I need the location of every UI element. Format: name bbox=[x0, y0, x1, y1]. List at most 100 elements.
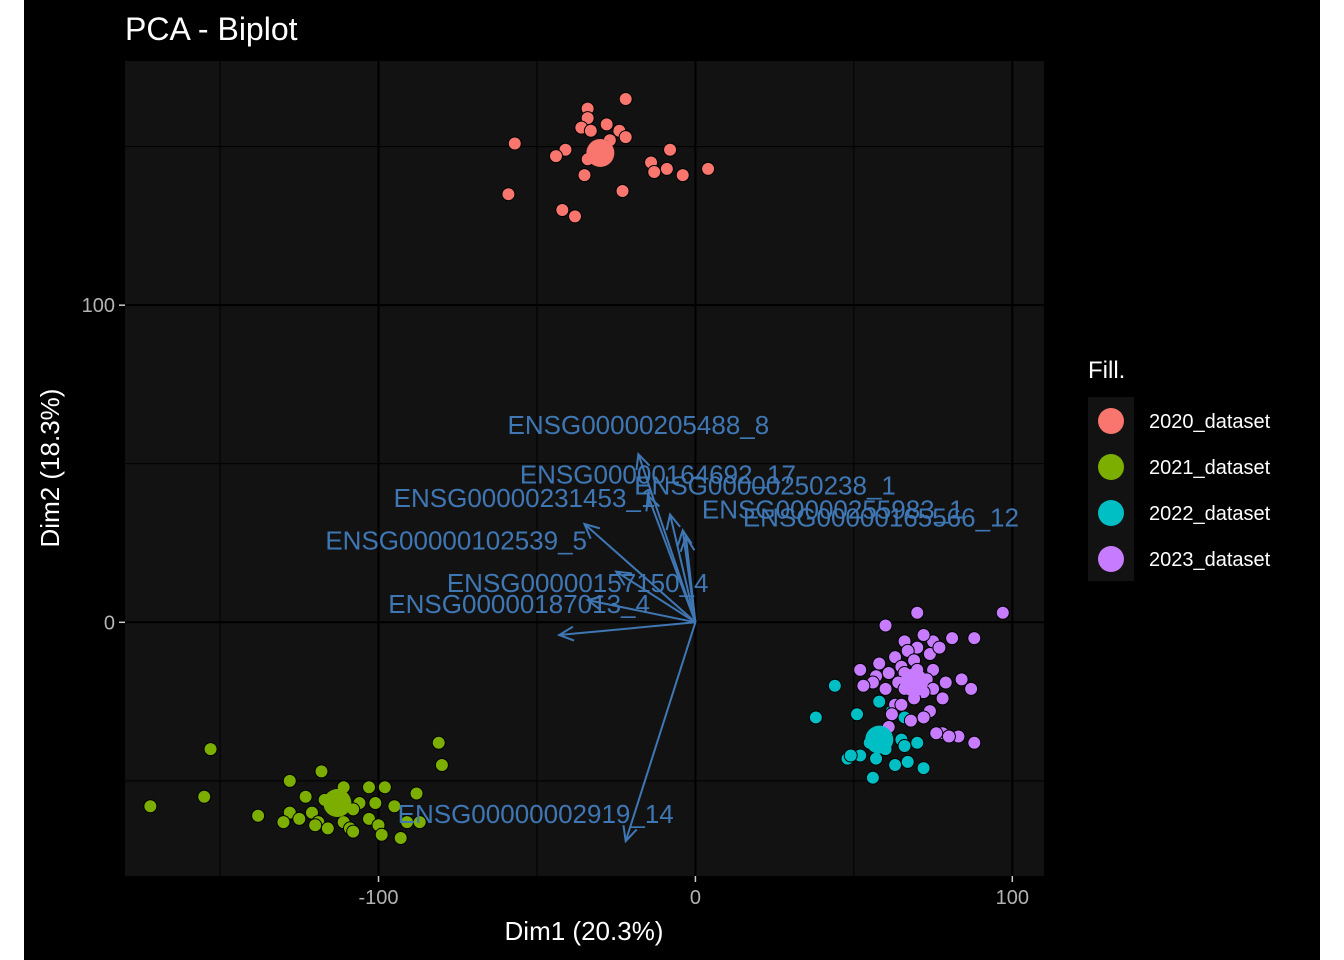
data-point bbox=[507, 136, 522, 151]
data-point bbox=[567, 209, 582, 224]
variable-arrow-shaft bbox=[559, 621, 696, 636]
legend-key bbox=[1098, 546, 1124, 572]
data-point bbox=[916, 627, 931, 642]
variable-label: ENSG00000205488_8 bbox=[508, 410, 770, 440]
data-point bbox=[501, 187, 516, 202]
data-point bbox=[843, 748, 858, 763]
data-point bbox=[276, 815, 291, 830]
legend-key bbox=[1098, 500, 1124, 526]
data-point bbox=[197, 789, 212, 804]
data-point bbox=[434, 758, 449, 773]
data-point bbox=[374, 827, 389, 842]
variable-arrow-head bbox=[665, 512, 681, 531]
variable-arrow-head bbox=[614, 570, 633, 586]
legend-label: 2021_dataset bbox=[1149, 457, 1271, 479]
data-point bbox=[865, 770, 880, 785]
data-point bbox=[292, 811, 307, 826]
data-point bbox=[964, 681, 979, 696]
right-margin-strip bbox=[1320, 0, 1344, 960]
data-point bbox=[362, 780, 377, 795]
gridlines bbox=[125, 61, 1044, 876]
legend-key bbox=[1098, 408, 1124, 434]
data-point bbox=[599, 117, 614, 132]
data-point bbox=[393, 830, 408, 845]
data-point bbox=[954, 672, 969, 687]
data-point bbox=[916, 710, 931, 725]
data-point bbox=[548, 149, 563, 164]
data-point bbox=[945, 631, 960, 646]
data-point bbox=[555, 203, 570, 218]
x-tick-label: -100 bbox=[359, 887, 399, 909]
variable-arrow-head bbox=[645, 493, 661, 512]
data-point bbox=[577, 168, 592, 183]
legend-label: 2023_dataset bbox=[1149, 549, 1271, 571]
x-tick-label: 0 bbox=[690, 887, 701, 909]
y-axis-title: Dim2 (18.3%) bbox=[35, 389, 65, 548]
data-point bbox=[377, 780, 392, 795]
data-point bbox=[856, 678, 871, 693]
variable-arrow-shaft bbox=[684, 536, 697, 623]
variable-arrow-head bbox=[556, 625, 575, 642]
data-point bbox=[387, 799, 402, 814]
data-point bbox=[897, 738, 912, 753]
variable-label: ENSG00000102539_5 bbox=[325, 526, 587, 556]
data-point bbox=[314, 764, 329, 779]
variable-label: ENSG00000231453_1 bbox=[394, 483, 656, 513]
data-point bbox=[910, 605, 925, 620]
data-point bbox=[675, 168, 690, 183]
variable-label: ENSG00000255983_1 bbox=[702, 494, 964, 524]
variable-arrow-shaft bbox=[624, 621, 697, 842]
variable-label: ENSG00000165566_12 bbox=[743, 503, 1019, 533]
variable-label: ENSG00000187013_4 bbox=[388, 589, 650, 619]
legend-title: Fill. bbox=[1088, 357, 1125, 384]
variable-arrow-head bbox=[679, 534, 696, 553]
data-point bbox=[878, 681, 893, 696]
y-tick-label: 0 bbox=[104, 612, 115, 634]
group-centroid bbox=[323, 789, 352, 818]
data-point bbox=[878, 618, 893, 633]
data-point bbox=[941, 729, 956, 744]
data-point bbox=[409, 786, 424, 801]
data-point bbox=[884, 707, 899, 722]
data-point bbox=[869, 751, 884, 766]
legend-key bbox=[1098, 454, 1124, 480]
variable-arrows bbox=[556, 452, 697, 844]
data-point bbox=[143, 799, 158, 814]
x-tick-label: 100 bbox=[996, 887, 1029, 909]
x-axis-title: Dim1 (20.3%) bbox=[505, 916, 664, 946]
variable-arrow-shaft bbox=[583, 523, 697, 624]
legend: Fill. 2020_dataset 2021_dataset 2022_datas… bbox=[1088, 357, 1271, 581]
variable-arrow-head bbox=[585, 595, 604, 611]
data-point bbox=[701, 161, 716, 176]
group-centroid bbox=[865, 725, 894, 754]
data-point bbox=[320, 821, 335, 836]
axis-ticks: -100 0 100 0 100 bbox=[82, 295, 1029, 909]
chart-title: PCA - Biplot bbox=[125, 11, 298, 47]
data-point bbox=[903, 713, 918, 728]
variable-labels: ENSG00000205488_8ENSG00000250238_1ENSG00… bbox=[325, 410, 1019, 829]
group-centroid bbox=[586, 138, 615, 167]
legend-label: 2022_dataset bbox=[1149, 503, 1271, 525]
variable-label: ENSG00000250238_1 bbox=[634, 470, 896, 500]
variable-arrow-head bbox=[582, 522, 601, 540]
group-centroids bbox=[323, 138, 929, 818]
data-point bbox=[368, 796, 383, 811]
data-point bbox=[995, 605, 1010, 620]
data-point bbox=[929, 726, 944, 741]
data-point bbox=[932, 640, 947, 655]
data-point bbox=[888, 758, 903, 773]
data-point bbox=[618, 92, 633, 107]
data-point bbox=[900, 754, 915, 769]
data-point bbox=[827, 678, 842, 693]
data-point bbox=[659, 161, 674, 176]
data-point bbox=[967, 735, 982, 750]
data-point bbox=[910, 735, 925, 750]
data-point bbox=[412, 815, 427, 830]
left-margin-strip bbox=[0, 0, 24, 960]
data-point bbox=[872, 656, 887, 671]
data-point bbox=[967, 631, 982, 646]
variable-label: ENSG00000002919_14 bbox=[398, 799, 674, 829]
data-point bbox=[663, 142, 678, 157]
